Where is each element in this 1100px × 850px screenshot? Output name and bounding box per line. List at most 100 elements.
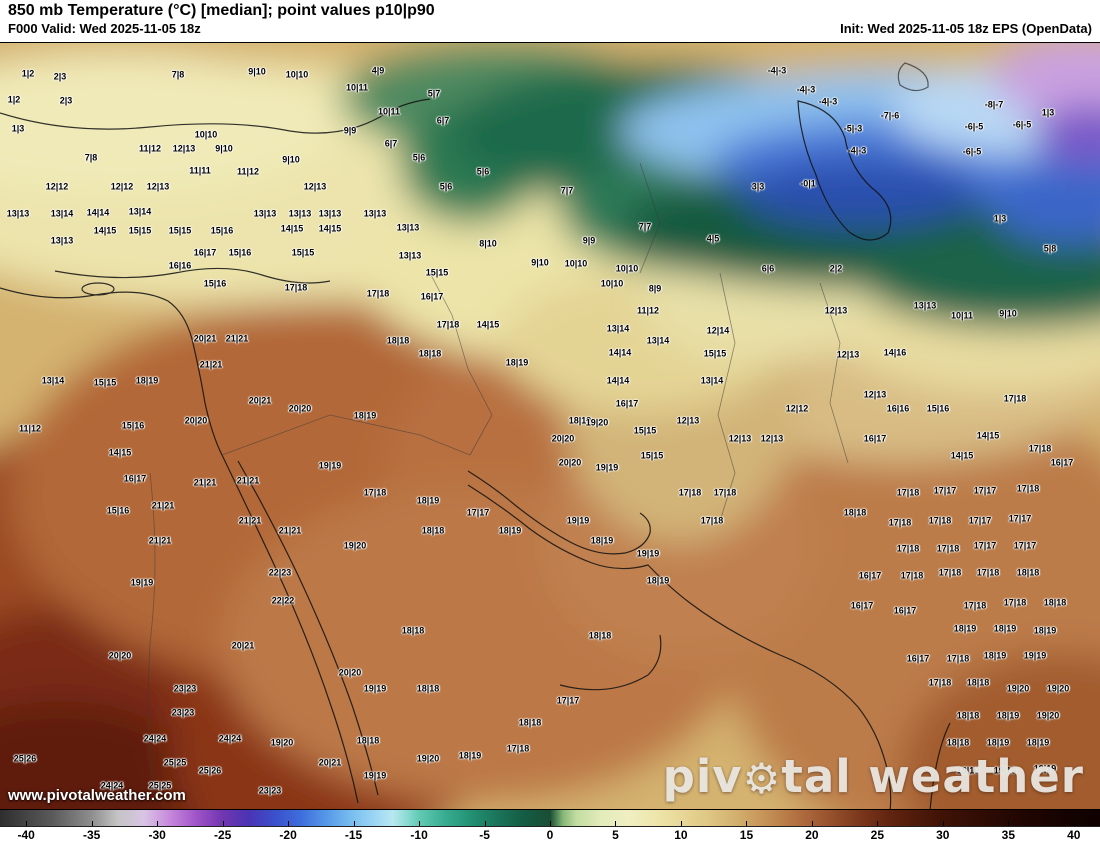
point-value: 24|24 bbox=[218, 733, 242, 744]
point-value: 15|15 bbox=[168, 225, 192, 236]
colorbar-tick-label: 15 bbox=[739, 828, 754, 842]
point-value: 17|18 bbox=[946, 653, 970, 664]
point-value: 19|19 bbox=[993, 765, 1017, 776]
point-value: 16|17 bbox=[615, 398, 639, 409]
point-value: 14|15 bbox=[476, 319, 500, 330]
colorbar-tick bbox=[222, 821, 224, 826]
point-value: 17|18 bbox=[1003, 393, 1027, 404]
point-value: 12|12 bbox=[110, 181, 134, 192]
point-value: -6|-5 bbox=[1012, 119, 1032, 130]
point-value: 17|17 bbox=[973, 540, 997, 551]
point-value: 23|23 bbox=[171, 707, 195, 718]
point-value: -4|-3 bbox=[847, 145, 867, 156]
valid-time-label: F000 Valid: Wed 2025-11-05 18z bbox=[8, 21, 201, 36]
point-value: 14|15 bbox=[318, 223, 342, 234]
point-value: 16|16 bbox=[886, 403, 910, 414]
point-value: 13|13 bbox=[396, 222, 420, 233]
point-value: 15|16 bbox=[203, 278, 227, 289]
point-value: 14|15 bbox=[108, 447, 132, 458]
point-value: 16|17 bbox=[420, 291, 444, 302]
point-value: 20|20 bbox=[338, 667, 362, 678]
colorbar-tick-label: 40 bbox=[1067, 828, 1081, 842]
logo-text-left: piv bbox=[662, 750, 743, 803]
logo-text-right: tal weather bbox=[781, 750, 1084, 803]
colorbar-tick-label: 35 bbox=[1001, 828, 1016, 842]
point-value: 11|12 bbox=[18, 423, 42, 434]
point-value: 10|11 bbox=[377, 106, 401, 117]
colorbar-tick-label: 20 bbox=[805, 828, 819, 842]
point-value: 19|20 bbox=[416, 753, 440, 764]
weather-map[interactable]: 1|2 2|3 1|2 2|3 1|3 7|8 9|10 10|10 4|9 10|11 5|7 10… bbox=[0, 42, 1100, 810]
point-value: 20|20 bbox=[184, 415, 208, 426]
point-value: 9|10 bbox=[531, 257, 549, 268]
point-value: 1|2 bbox=[7, 94, 21, 105]
colorbar-labels: -40 -35 -30 -25 -20 -15 -10 -5 0 5 10 15 20 25 30 35 40 bbox=[0, 828, 1100, 844]
point-value: 17|17 bbox=[556, 695, 580, 706]
point-value: 17|18 bbox=[366, 288, 390, 299]
point-value: 19|19 bbox=[318, 460, 342, 471]
temperature-field bbox=[0, 43, 1100, 809]
point-value: -7|-6 bbox=[880, 110, 900, 121]
point-value: 15|15 bbox=[703, 348, 727, 359]
point-value: 12|13 bbox=[824, 305, 848, 316]
colorbar-tick-label: -10 bbox=[410, 828, 428, 842]
point-value: 19|20 bbox=[1036, 710, 1060, 721]
colorbar-tick bbox=[550, 821, 551, 826]
point-value: 6|7 bbox=[436, 115, 450, 126]
init-time-label: Init: Wed 2025-11-05 18z EPS (OpenData) bbox=[840, 21, 1092, 36]
point-value: 15|15 bbox=[633, 425, 657, 436]
point-value: 18|18 bbox=[946, 737, 970, 748]
point-value: 11|12 bbox=[636, 305, 660, 316]
point-value: 20|21 bbox=[318, 757, 342, 768]
point-value: 2|3 bbox=[53, 71, 67, 82]
point-value: 14|16 bbox=[883, 347, 907, 358]
point-value: 18|19 bbox=[505, 357, 529, 368]
point-value: 23|23 bbox=[258, 785, 282, 796]
pivotal-weather-logo: piv⚙tal weather bbox=[663, 750, 1084, 803]
point-value: 12|13 bbox=[303, 181, 327, 192]
colorbar-tick bbox=[91, 821, 93, 826]
point-value: 18|19 bbox=[135, 375, 159, 386]
colorbar-tick-label: 30 bbox=[936, 828, 950, 842]
point-value: 17|18 bbox=[1028, 443, 1052, 454]
point-value: -5|-3 bbox=[843, 123, 863, 134]
point-value: 17|18 bbox=[963, 600, 987, 611]
point-value: 21|21 bbox=[199, 359, 223, 370]
point-value: 21|21 bbox=[278, 525, 302, 536]
point-value: 17|18 bbox=[436, 319, 460, 330]
point-value: 13|13 bbox=[50, 235, 74, 246]
colorbar-tick bbox=[811, 821, 813, 826]
point-value: 19|19 bbox=[363, 770, 387, 781]
point-value: 17|18 bbox=[678, 487, 702, 498]
point-value: 17|18 bbox=[284, 282, 308, 293]
point-value: 14|15 bbox=[950, 450, 974, 461]
point-value: 11|11 bbox=[189, 165, 211, 176]
point-value: 18|18 bbox=[1016, 567, 1040, 578]
point-value: 5|6 bbox=[412, 152, 426, 163]
point-value: 18|19 bbox=[568, 415, 592, 426]
point-value: 19|19 bbox=[636, 548, 660, 559]
point-value: 25|25 bbox=[163, 757, 187, 768]
point-value: 21|21 bbox=[238, 515, 262, 526]
point-value: 25|26 bbox=[198, 765, 222, 776]
colorbar-tick-label: 10 bbox=[674, 828, 688, 842]
point-value: 17|18 bbox=[506, 743, 530, 754]
colorbar-tick bbox=[942, 821, 944, 826]
point-value: -0|1 bbox=[800, 178, 816, 189]
watermark-url: www.pivotalweather.com bbox=[8, 787, 186, 804]
point-value: 5|7 bbox=[427, 88, 441, 99]
point-value: 17|17 bbox=[933, 485, 957, 496]
point-value: 18|18 bbox=[416, 683, 440, 694]
point-value: 7|8 bbox=[171, 69, 185, 80]
point-value: 12|12 bbox=[785, 403, 809, 414]
point-value: 20|20 bbox=[558, 457, 582, 468]
point-value: 16|17 bbox=[863, 433, 887, 444]
point-value: 18|19 bbox=[498, 525, 522, 536]
point-value: 19|20 bbox=[585, 417, 609, 428]
colorbar-tick bbox=[353, 821, 355, 826]
point-value: 4|9 bbox=[371, 65, 385, 76]
point-value: 16|17 bbox=[906, 653, 930, 664]
point-value: 15|16 bbox=[121, 420, 145, 431]
colorbar-tick bbox=[1073, 821, 1075, 826]
